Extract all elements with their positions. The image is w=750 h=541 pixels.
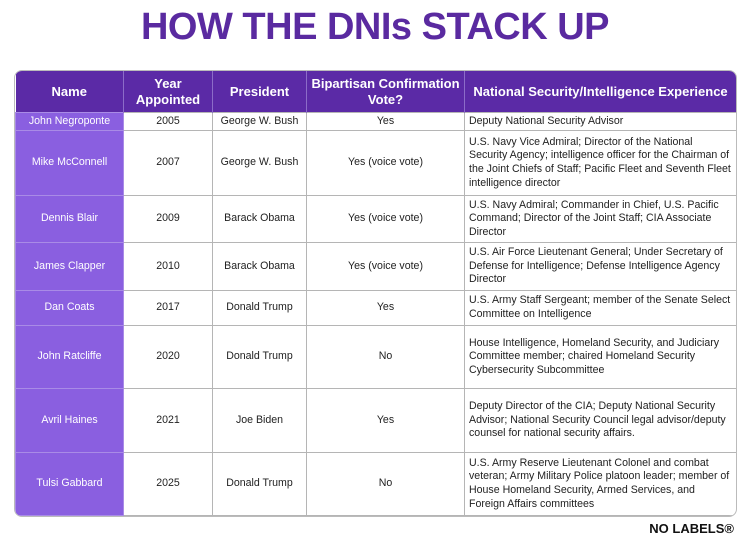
year-cell: 2009 [123,195,213,243]
vote-cell: Yes (voice vote) [306,195,465,243]
experience-cell: U.S. Navy Admiral; Commander in Chief, U… [464,195,736,243]
table-row: Mike McConnell 2007 George W. Bush Yes (voi… [15,130,736,196]
experience-cell: Deputy Director of the CIA; Deputy Natio… [464,388,736,453]
year-cell: 2010 [123,242,213,291]
column-header: Name [15,71,124,113]
year-cell: 2021 [123,388,213,453]
president-cell: Barack Obama [212,242,307,291]
table-frame: Name Year Appointed President Bipartisan Co… [14,70,737,517]
president-cell: Donald Trump [212,290,307,326]
year-cell: 2017 [123,290,213,326]
vote-cell: Yes (voice vote) [306,130,465,196]
vote-cell: Yes (voice vote) [306,242,465,291]
year-cell: 2020 [123,325,213,389]
table-row: Avril Haines 2021 Joe Biden Yes Deputy Direc… [15,388,736,453]
column-header: President [212,71,307,113]
header-row: Name Year Appointed President Bipartisan Co… [15,71,736,113]
experience-cell: U.S. Army Staff Sergeant; member of the … [464,290,736,326]
president-cell: Donald Trump [212,452,307,516]
table-row: John Negroponte 2005 George W. Bush Yes Depu… [15,112,736,131]
president-cell: Joe Biden [212,388,307,453]
vote-cell: Yes [306,388,465,453]
experience-cell: Deputy National Security Advisor [464,112,736,131]
table-row: John Ratcliffe 2020 Donald Trump No House In… [15,325,736,389]
vote-cell: Yes [306,112,465,131]
name-cell: Dennis Blair [15,195,124,243]
table-row: Dan Coats 2017 Donald Trump Yes U.S. Army St… [15,290,736,326]
experience-cell: U.S. Navy Vice Admiral; Director of the … [464,130,736,196]
name-cell: James Clapper [15,242,124,291]
title: HOW THE DNIs STACK UP [140,6,610,48]
name-cell: Tulsi Gabbard [15,452,124,516]
column-header: Year Appointed [123,71,213,113]
experience-cell: U.S. Army Reserve Lieutenant Colonel and… [464,452,736,516]
vote-cell: No [306,452,465,516]
table-body: John Negroponte 2005 George W. Bush Yes Depu… [15,112,736,516]
vote-cell: Yes [306,290,465,326]
column-header: Bipartisan Confirmation Vote? [306,71,465,113]
name-cell: John Ratcliffe [15,325,124,389]
table: Name Year Appointed President Bipartisan Co… [15,71,736,516]
table-row: James Clapper 2010 Barack Obama Yes (voice … [15,242,736,291]
year-cell: 2025 [123,452,213,516]
year-cell: 2005 [123,112,213,131]
column-header: National Security/Intelligence Experienc… [464,71,736,113]
table-row: Tulsi Gabbard 2025 Donald Trump No U.S. Army… [15,452,736,516]
experience-cell: House Intelligence, Homeland Security, a… [464,325,736,389]
vote-cell: No [306,325,465,389]
president-cell: Barack Obama [212,195,307,243]
year-cell: 2007 [123,130,213,196]
president-cell: George W. Bush [212,112,307,131]
table-row: Dennis Blair 2009 Barack Obama Yes (voice v… [15,195,736,243]
name-cell: Avril Haines [15,388,124,453]
name-cell: Mike McConnell [15,130,124,196]
name-cell: Dan Coats [15,290,124,326]
experience-cell: U.S. Air Force Lieutenant General; Under… [464,242,736,291]
president-cell: George W. Bush [212,130,307,196]
president-cell: Donald Trump [212,325,307,389]
name-cell: John Negroponte [15,112,124,131]
brand: NO LABELS® [649,521,734,536]
